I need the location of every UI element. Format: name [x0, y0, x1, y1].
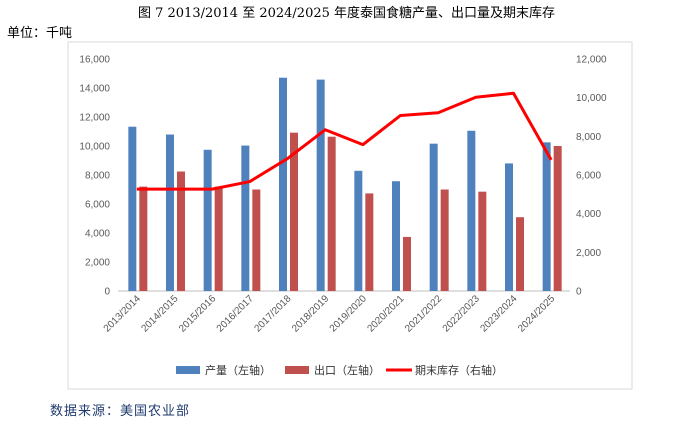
x-tick-label: 2022/2023 — [441, 293, 483, 335]
legend-label: 产量（左轴） — [205, 363, 271, 377]
y-left-tick-label: 12,000 — [79, 113, 110, 124]
production-bar — [279, 77, 287, 291]
production-bar — [203, 149, 212, 291]
production-bar — [505, 163, 513, 291]
x-tick-label: 2013/2014 — [102, 293, 144, 335]
production-bar — [128, 126, 137, 291]
y-left-tick-label: 4,000 — [85, 229, 110, 240]
x-tick-label: 2023/2024 — [478, 293, 520, 335]
legend-swatch — [285, 366, 309, 374]
bars — [128, 77, 562, 291]
x-tick-label: 2021/2022 — [403, 293, 445, 335]
export-bar — [177, 171, 185, 291]
export-bar — [290, 132, 298, 291]
x-tick-label: 2024/2025 — [516, 293, 558, 335]
export-bar — [139, 186, 148, 291]
chart-title: 图 7 2013/2014 至 2024/2025 年度泰国食糖产量、出口量及期… — [137, 6, 556, 21]
y-left-tick-label: 10,000 — [79, 142, 110, 153]
y-left-tick-label: 8,000 — [85, 171, 110, 182]
legend-label: 期末库存（右轴） — [415, 363, 503, 377]
legend-label: 出口（左轴） — [314, 363, 380, 377]
y-right-tick-label: 0 — [576, 287, 582, 298]
export-bar — [478, 191, 487, 291]
y-right-tick-label: 2,000 — [576, 248, 601, 259]
export-bar — [440, 189, 449, 291]
stock-line — [136, 91, 553, 191]
y-left-tick-label: 0 — [104, 287, 110, 298]
x-tick-labels: 2013/20142014/20152015/20162016/20172017… — [102, 293, 558, 335]
data-source: 数据来源：美国农业部 — [50, 404, 191, 419]
x-tick-label: 2015/2016 — [177, 293, 219, 335]
y-left-tick-label: 14,000 — [79, 84, 110, 95]
export-bar — [252, 189, 261, 291]
x-tick-label: 2019/2020 — [328, 293, 370, 335]
legend: 产量（左轴） 出口（左轴） 期末库存（右轴） — [176, 363, 503, 377]
legend-swatch — [176, 366, 200, 374]
x-tick-label: 2020/2021 — [365, 293, 407, 335]
x-tick-label: 2014/2015 — [139, 293, 181, 335]
unit-label: 单位：千吨 — [7, 26, 73, 41]
y-right-tick-label: 8,000 — [576, 132, 601, 143]
x-tick-label: 2018/2019 — [290, 293, 332, 335]
production-bar — [354, 170, 363, 291]
y-right-tick-label: 6,000 — [576, 171, 601, 182]
export-bar — [553, 146, 562, 291]
export-bar — [327, 136, 336, 291]
y-right-tick-label: 12,000 — [576, 55, 607, 66]
chart-frame — [67, 41, 633, 390]
production-bar — [166, 134, 174, 291]
y-right-tick-label: 4,000 — [576, 209, 601, 220]
y-right-tick-label: 10,000 — [576, 93, 607, 104]
y-left-tick-label: 6,000 — [85, 200, 110, 211]
production-bar — [467, 130, 476, 291]
export-bar — [365, 193, 374, 291]
export-bar — [516, 217, 524, 291]
production-bar — [392, 181, 400, 291]
production-bar — [316, 79, 325, 291]
y-left-tick-label: 16,000 — [79, 55, 110, 66]
production-bar — [241, 145, 250, 291]
production-bar — [542, 142, 551, 291]
stock-line-path — [136, 91, 553, 191]
export-bar — [214, 186, 223, 291]
x-tick-label: 2017/2018 — [252, 293, 294, 335]
x-tick-label: 2016/2017 — [215, 293, 257, 335]
production-bar — [429, 143, 438, 291]
export-bar — [403, 236, 411, 291]
axes: 0 2,000 4,000 6,000 8,000 10,000 12,000 14,000 1… — [79, 55, 607, 298]
y-left-tick-label: 2,000 — [85, 258, 110, 269]
